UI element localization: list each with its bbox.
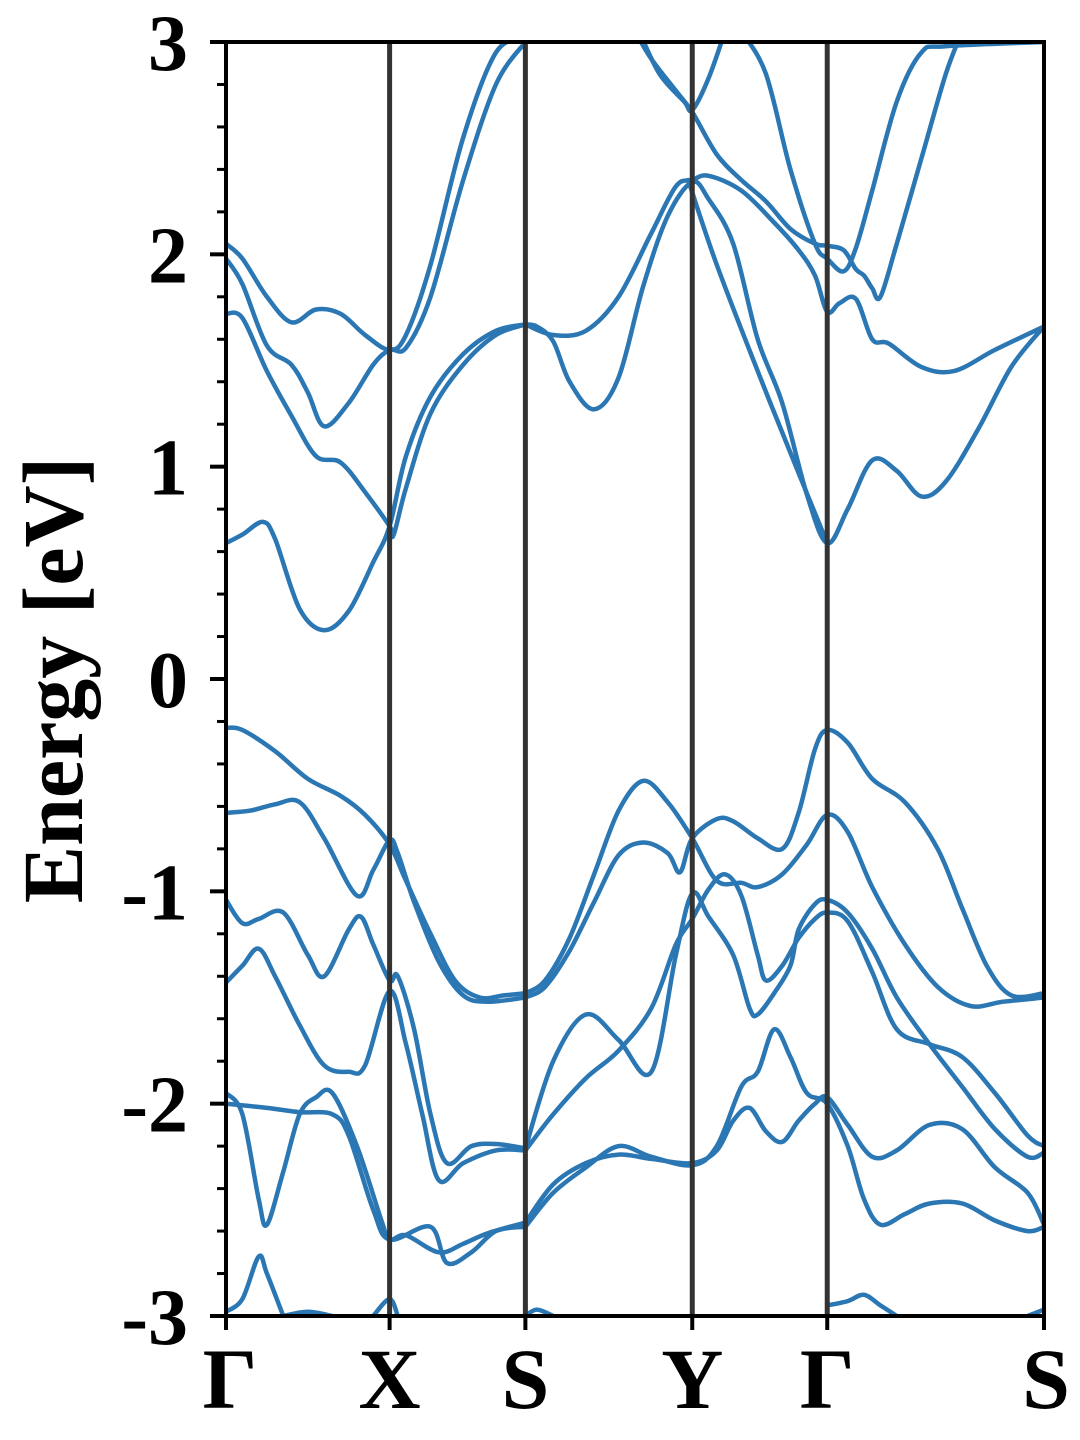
x-tick-label: Γ xyxy=(800,1331,855,1427)
band-line-9 xyxy=(746,42,1044,274)
band-line-7 xyxy=(638,42,961,302)
y-tick-label: -3 xyxy=(121,1274,188,1362)
band-line-23 xyxy=(226,1253,286,1316)
y-axis-label: Energy [eV] xyxy=(5,457,101,904)
band-line-18 xyxy=(523,872,1044,1153)
band-line-1 xyxy=(226,310,528,540)
y-tick-label: 1 xyxy=(148,425,188,513)
band-line-10 xyxy=(685,177,830,546)
band-line-12 xyxy=(226,797,528,1004)
band-line-17 xyxy=(523,889,1044,1161)
band-line-8 xyxy=(641,42,724,114)
band-line-25 xyxy=(370,1296,401,1316)
y-tick-label: 2 xyxy=(148,212,188,300)
x-tick-label: Γ xyxy=(203,1331,258,1427)
band-line-20 xyxy=(226,1101,528,1267)
band-line-16 xyxy=(226,946,528,1185)
band-line-6 xyxy=(523,173,1044,375)
band-line-13 xyxy=(523,727,1044,1000)
band-line-3 xyxy=(226,42,514,353)
band-line-27 xyxy=(824,1292,900,1316)
band-line-21 xyxy=(523,1094,1044,1227)
band-line-5 xyxy=(523,179,1044,546)
band-line-2 xyxy=(226,42,528,429)
x-tick-label: S xyxy=(501,1331,549,1427)
band-line-14 xyxy=(523,778,1044,1009)
y-tick-label: -1 xyxy=(121,849,188,937)
band-line-22 xyxy=(523,1027,1044,1234)
band-line-19 xyxy=(226,1087,528,1255)
band-line-4 xyxy=(226,322,528,633)
x-tick-label: S xyxy=(1022,1331,1070,1427)
y-tick-label: -2 xyxy=(121,1062,188,1150)
band-lines xyxy=(226,42,1044,1316)
high-symmetry-lines xyxy=(387,42,830,1316)
y-tick-label: 0 xyxy=(148,637,188,725)
band-line-15 xyxy=(226,897,528,1167)
x-tick-label: Y xyxy=(661,1331,723,1427)
y-tick-label: 3 xyxy=(148,0,188,88)
x-tick-label: X xyxy=(359,1331,421,1427)
